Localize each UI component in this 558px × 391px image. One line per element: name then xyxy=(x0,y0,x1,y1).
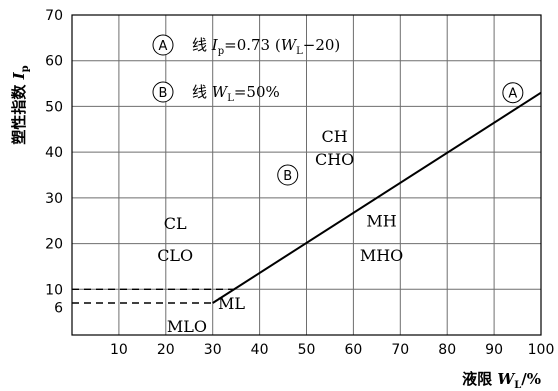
marker-b-circle xyxy=(277,164,299,186)
marker-a-circle xyxy=(502,82,524,104)
y-tick-label: 30 xyxy=(45,191,63,207)
legend-a-symbol-circle xyxy=(152,34,174,56)
x-tick-label: 80 xyxy=(438,342,456,358)
zone-label: CH xyxy=(322,127,348,146)
zone-label: CLO xyxy=(157,246,193,265)
marker-b: B xyxy=(277,164,299,186)
legend-b-symbol-letter: B xyxy=(159,86,168,101)
y-tick-label: 10 xyxy=(45,282,63,298)
line-a xyxy=(212,91,542,304)
grid xyxy=(72,15,541,335)
x-tick-label: 100 xyxy=(528,342,555,358)
legend-a-text: 线 Ip=0.73 (WL−20) xyxy=(192,36,340,57)
x-tick-label: 30 xyxy=(204,342,222,358)
zone-label: MH xyxy=(366,212,396,231)
x-tick-label: 40 xyxy=(251,342,269,358)
zone-label: ML xyxy=(218,294,245,313)
legend-b-symbol: B xyxy=(152,81,174,103)
marker-a-letter: A xyxy=(508,87,517,102)
y-axis-title: 塑性指数 Ip xyxy=(10,65,31,144)
marker-b-letter: B xyxy=(283,169,292,184)
plot-frame xyxy=(71,14,542,336)
zone-label: CL xyxy=(164,214,187,233)
x-tick-label: 60 xyxy=(344,342,362,358)
x-tick-label: 50 xyxy=(298,342,316,358)
x-tick-label: 20 xyxy=(157,342,175,358)
zone-label: CHO xyxy=(315,150,354,169)
axes: 10 20 30 40 50 60 70 80 90 100 6 10 20 30 40 50 60 70 液限 W… xyxy=(10,8,554,391)
legend-b-text: 线 WL=50% xyxy=(192,83,280,104)
x-tick-label: 10 xyxy=(110,342,128,358)
y-tick-label: 60 xyxy=(45,54,63,70)
x-tick-label: 90 xyxy=(485,342,503,358)
y-tick-label: 20 xyxy=(45,237,63,253)
y-tick-label: 70 xyxy=(45,8,63,24)
labels: A 线 Ip=0.73 (WL−20) B 线 WL=50% A B CH CHO CL CLO M… xyxy=(152,34,524,336)
x-axis-title: 液限 WL/% xyxy=(462,370,541,391)
marker-a: A xyxy=(502,82,524,104)
y-tick-label: 6 xyxy=(54,301,63,317)
legend-b-symbol-circle xyxy=(152,81,174,103)
zone-label: MLO xyxy=(167,317,207,336)
series xyxy=(72,91,542,304)
zone-label: MHO xyxy=(360,246,403,265)
legend-a-symbol: A xyxy=(152,34,174,56)
y-tick-label: 40 xyxy=(45,145,63,161)
legend-a-symbol-letter: A xyxy=(159,39,168,54)
y-tick-label: 50 xyxy=(45,99,63,115)
x-tick-label: 70 xyxy=(391,342,409,358)
